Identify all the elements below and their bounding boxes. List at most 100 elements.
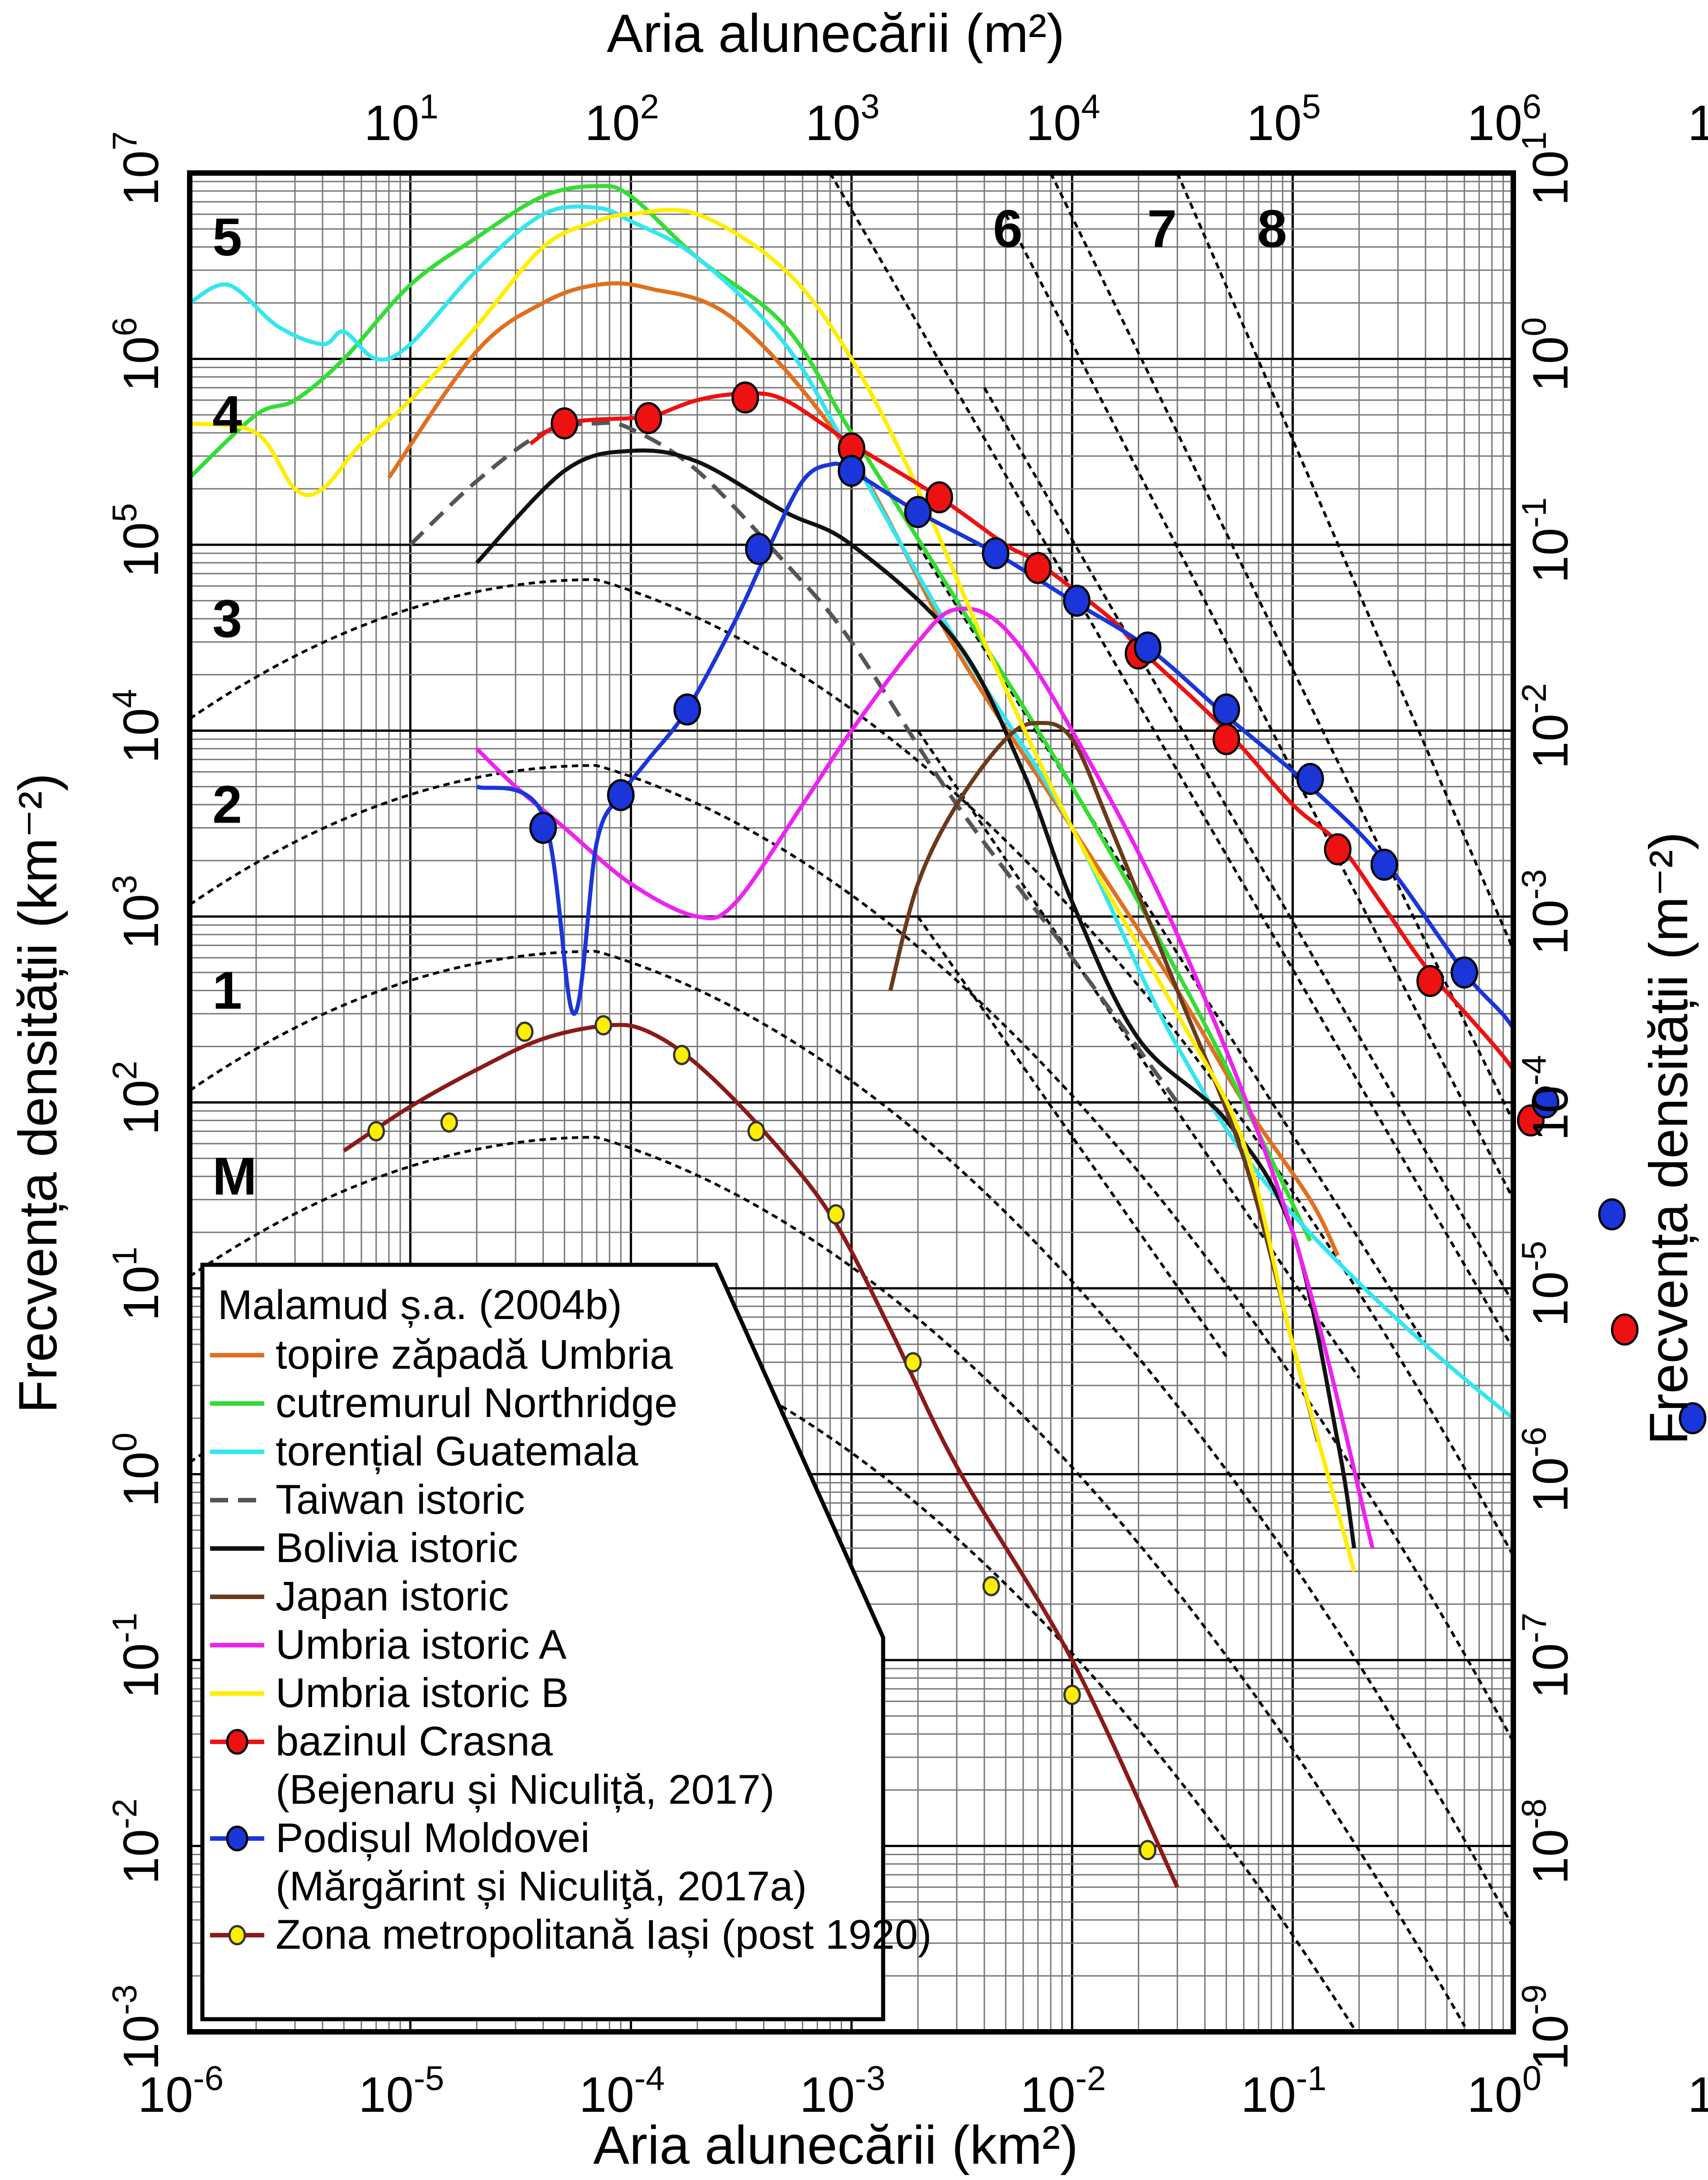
magnitude-label: 3 [212, 589, 242, 649]
y-tick-label-left: 105 [106, 503, 169, 578]
series-line-6 [475, 606, 1375, 1549]
series-line-5 [888, 720, 1320, 1442]
legend-sublabel: (Mărgărint și Niculiţă, 2017a) [276, 1863, 807, 1909]
data-point [634, 402, 662, 435]
reference-curve-5 [190, 578, 1513, 1557]
data-point [1063, 585, 1091, 617]
y-tick-label-left: 102 [106, 1061, 169, 1135]
y-tick-label-right: 10-1 [1515, 497, 1578, 583]
magnitude-label: 8 [1257, 199, 1287, 259]
legend-label: Umbria istoric B [276, 1670, 569, 1716]
plot-frame [187, 170, 1516, 2035]
y-tick-label-right: 100 [1515, 317, 1578, 392]
legend-label: torențial Guatemala [276, 1428, 639, 1474]
data-point [1416, 965, 1444, 997]
y-tick-label-left: 10-2 [106, 1799, 169, 1885]
x-tick-label-top: 102 [585, 88, 659, 151]
y-tick-label-right: 10-5 [1515, 1241, 1578, 1327]
series-line-7 [190, 208, 1357, 1572]
data-point [673, 1044, 691, 1065]
y-tick-label-left: 100 [106, 1432, 169, 1507]
reference-curve-2 [190, 1136, 1466, 2027]
y-tick-label-left: 107 [106, 131, 169, 206]
data-point [516, 1021, 534, 1042]
legend-label: cutremurul Northridge [276, 1380, 678, 1426]
y-tick-label-right: 10-2 [1515, 683, 1578, 769]
reference-curve-4 [190, 764, 1513, 1743]
legend-box [200, 1263, 885, 2021]
data-point [827, 1204, 845, 1225]
tick-labels: 10-6 10-5 10-4 10-3 10-2 10-1 101 100 101 102 103 1… [106, 88, 1708, 2123]
y-tick-label-right: 10-7 [1515, 1613, 1578, 1698]
reference-line-5 [829, 173, 1513, 1352]
y-tick-label-left: 103 [106, 875, 169, 950]
x-tick-label-bottom: 10-1 [1241, 2059, 1327, 2123]
y-axis-title-right: Frecvența densității (m⁻²) [1638, 832, 1699, 1445]
y-tick-label-right: 101 [1515, 131, 1578, 206]
x-tick-label-top: 103 [805, 88, 880, 151]
data-point [594, 1015, 613, 1036]
series-line-9 [476, 462, 1513, 1033]
x-tick-label-bottom: 10-4 [579, 2059, 665, 2123]
data-point [745, 533, 773, 565]
x-axis-title-bottom: Aria alunecării (km²) [593, 2115, 1078, 2175]
legend-title: Malamud ș.a. (2004b) [218, 1282, 622, 1328]
legend-sublabel: (Bejenaru și Niculiță, 2017) [276, 1767, 775, 1813]
y-tick-label-left: 10-1 [106, 1613, 169, 1698]
data-point [440, 1112, 458, 1133]
series-line-2 [190, 204, 1513, 1421]
legend-label: bazinul Crasna [276, 1718, 553, 1764]
legend-label: Bolivia istoric [276, 1525, 518, 1571]
reference-line-2 [917, 730, 1361, 1379]
data-point [1679, 1402, 1707, 1435]
data-point [1451, 956, 1479, 989]
y-tick-label-left: 104 [106, 689, 169, 763]
y-tick-label-right: 10-6 [1515, 1427, 1578, 1513]
magnitude-label: M [212, 1146, 257, 1206]
y-tick-label-left: 101 [106, 1247, 169, 1321]
legend-marker [228, 1925, 246, 1946]
y-axis-title-left: Frecvența densității (km⁻²) [8, 773, 68, 1413]
data-point [1024, 552, 1052, 584]
data-point [982, 1576, 1000, 1596]
data-point [904, 1352, 922, 1373]
x-tick-label-top: 106 [1467, 88, 1542, 151]
x-tick-label-bottom: 100 [1467, 2059, 1542, 2123]
magnitude-label: 1 [212, 961, 242, 1020]
x-tick-label-bottom: 10-3 [800, 2059, 885, 2123]
x-axis-title-top: Aria alunecării (m²) [607, 3, 1065, 64]
series-lines [190, 184, 1513, 1888]
data-point [673, 693, 701, 726]
y-tick-label-right: 10-4 [1515, 1055, 1578, 1141]
magnitude-label: 5 [212, 208, 242, 267]
magnitude-label: 4 [212, 385, 242, 444]
data-point [1212, 723, 1240, 755]
data-point [551, 407, 579, 440]
data-point [904, 496, 932, 529]
reference-line-4 [983, 387, 1513, 1306]
x-tick-label-bottom: 10-2 [1020, 2059, 1106, 2123]
x-tick-label-bottom: 10-6 [138, 2059, 224, 2123]
legend-marker [226, 1729, 248, 1755]
magnitude-label: 6 [993, 199, 1023, 259]
x-tick-label-bottom: 10-5 [358, 2059, 444, 2123]
data-point [925, 481, 953, 514]
legend-label: topire zăpadă Umbria [276, 1332, 673, 1378]
data-point [982, 537, 1010, 570]
reference-line-1 [917, 916, 1228, 1357]
magnitude-label: 2 [212, 775, 242, 834]
data-point [1598, 1198, 1626, 1230]
legend: Malamud ș.a. (2004b)topire zăpadă Umbria… [200, 1263, 931, 2021]
x-tick-label-bottom: 101 [1688, 2059, 1708, 2123]
reference-line-8 [1176, 173, 1513, 953]
reference-line-7 [1049, 173, 1513, 1125]
data-point [1139, 1840, 1157, 1861]
x-tick-label-top: 101 [364, 88, 439, 151]
data-point [367, 1121, 385, 1141]
legend-label: Zona metropolitană Iași (post 1920) [276, 1912, 931, 1958]
data-point [1134, 631, 1162, 664]
legend-label: Taiwan istoric [276, 1477, 525, 1523]
data-point [731, 381, 759, 414]
